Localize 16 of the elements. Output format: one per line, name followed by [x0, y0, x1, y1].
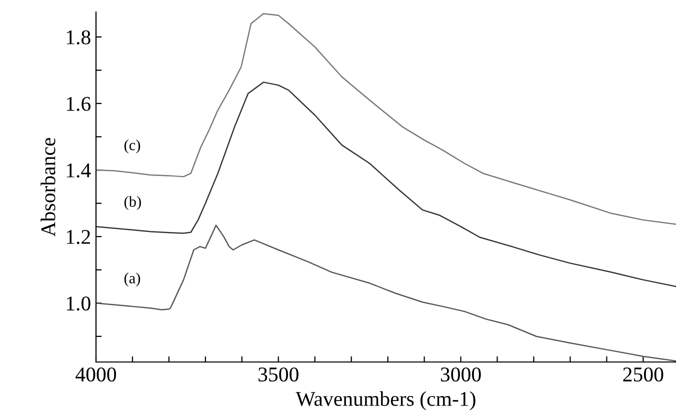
x-tick-label: 3500: [258, 367, 298, 382]
line-series: [96, 82, 676, 288]
x-tick-label: 2500: [623, 367, 664, 382]
y-tick-label: 1.8: [66, 30, 90, 44]
series-label: (a): [124, 272, 140, 286]
y-tick-label: 1.2: [66, 230, 90, 244]
y-tick-label: 1.4: [66, 164, 91, 178]
x-axis-title: Wavenumbers (cm-1): [296, 391, 476, 410]
x-tick-label: 3000: [440, 367, 481, 382]
y-axis-title: Absorbance: [40, 138, 56, 237]
y-tick-label: 1.6: [66, 96, 91, 112]
series-label: (c): [124, 140, 140, 154]
x-tick-label: 4000: [76, 367, 116, 382]
series-label: (b): [124, 196, 141, 210]
line-series: [96, 13, 676, 225]
y-tick-label: 1.0: [66, 296, 90, 311]
